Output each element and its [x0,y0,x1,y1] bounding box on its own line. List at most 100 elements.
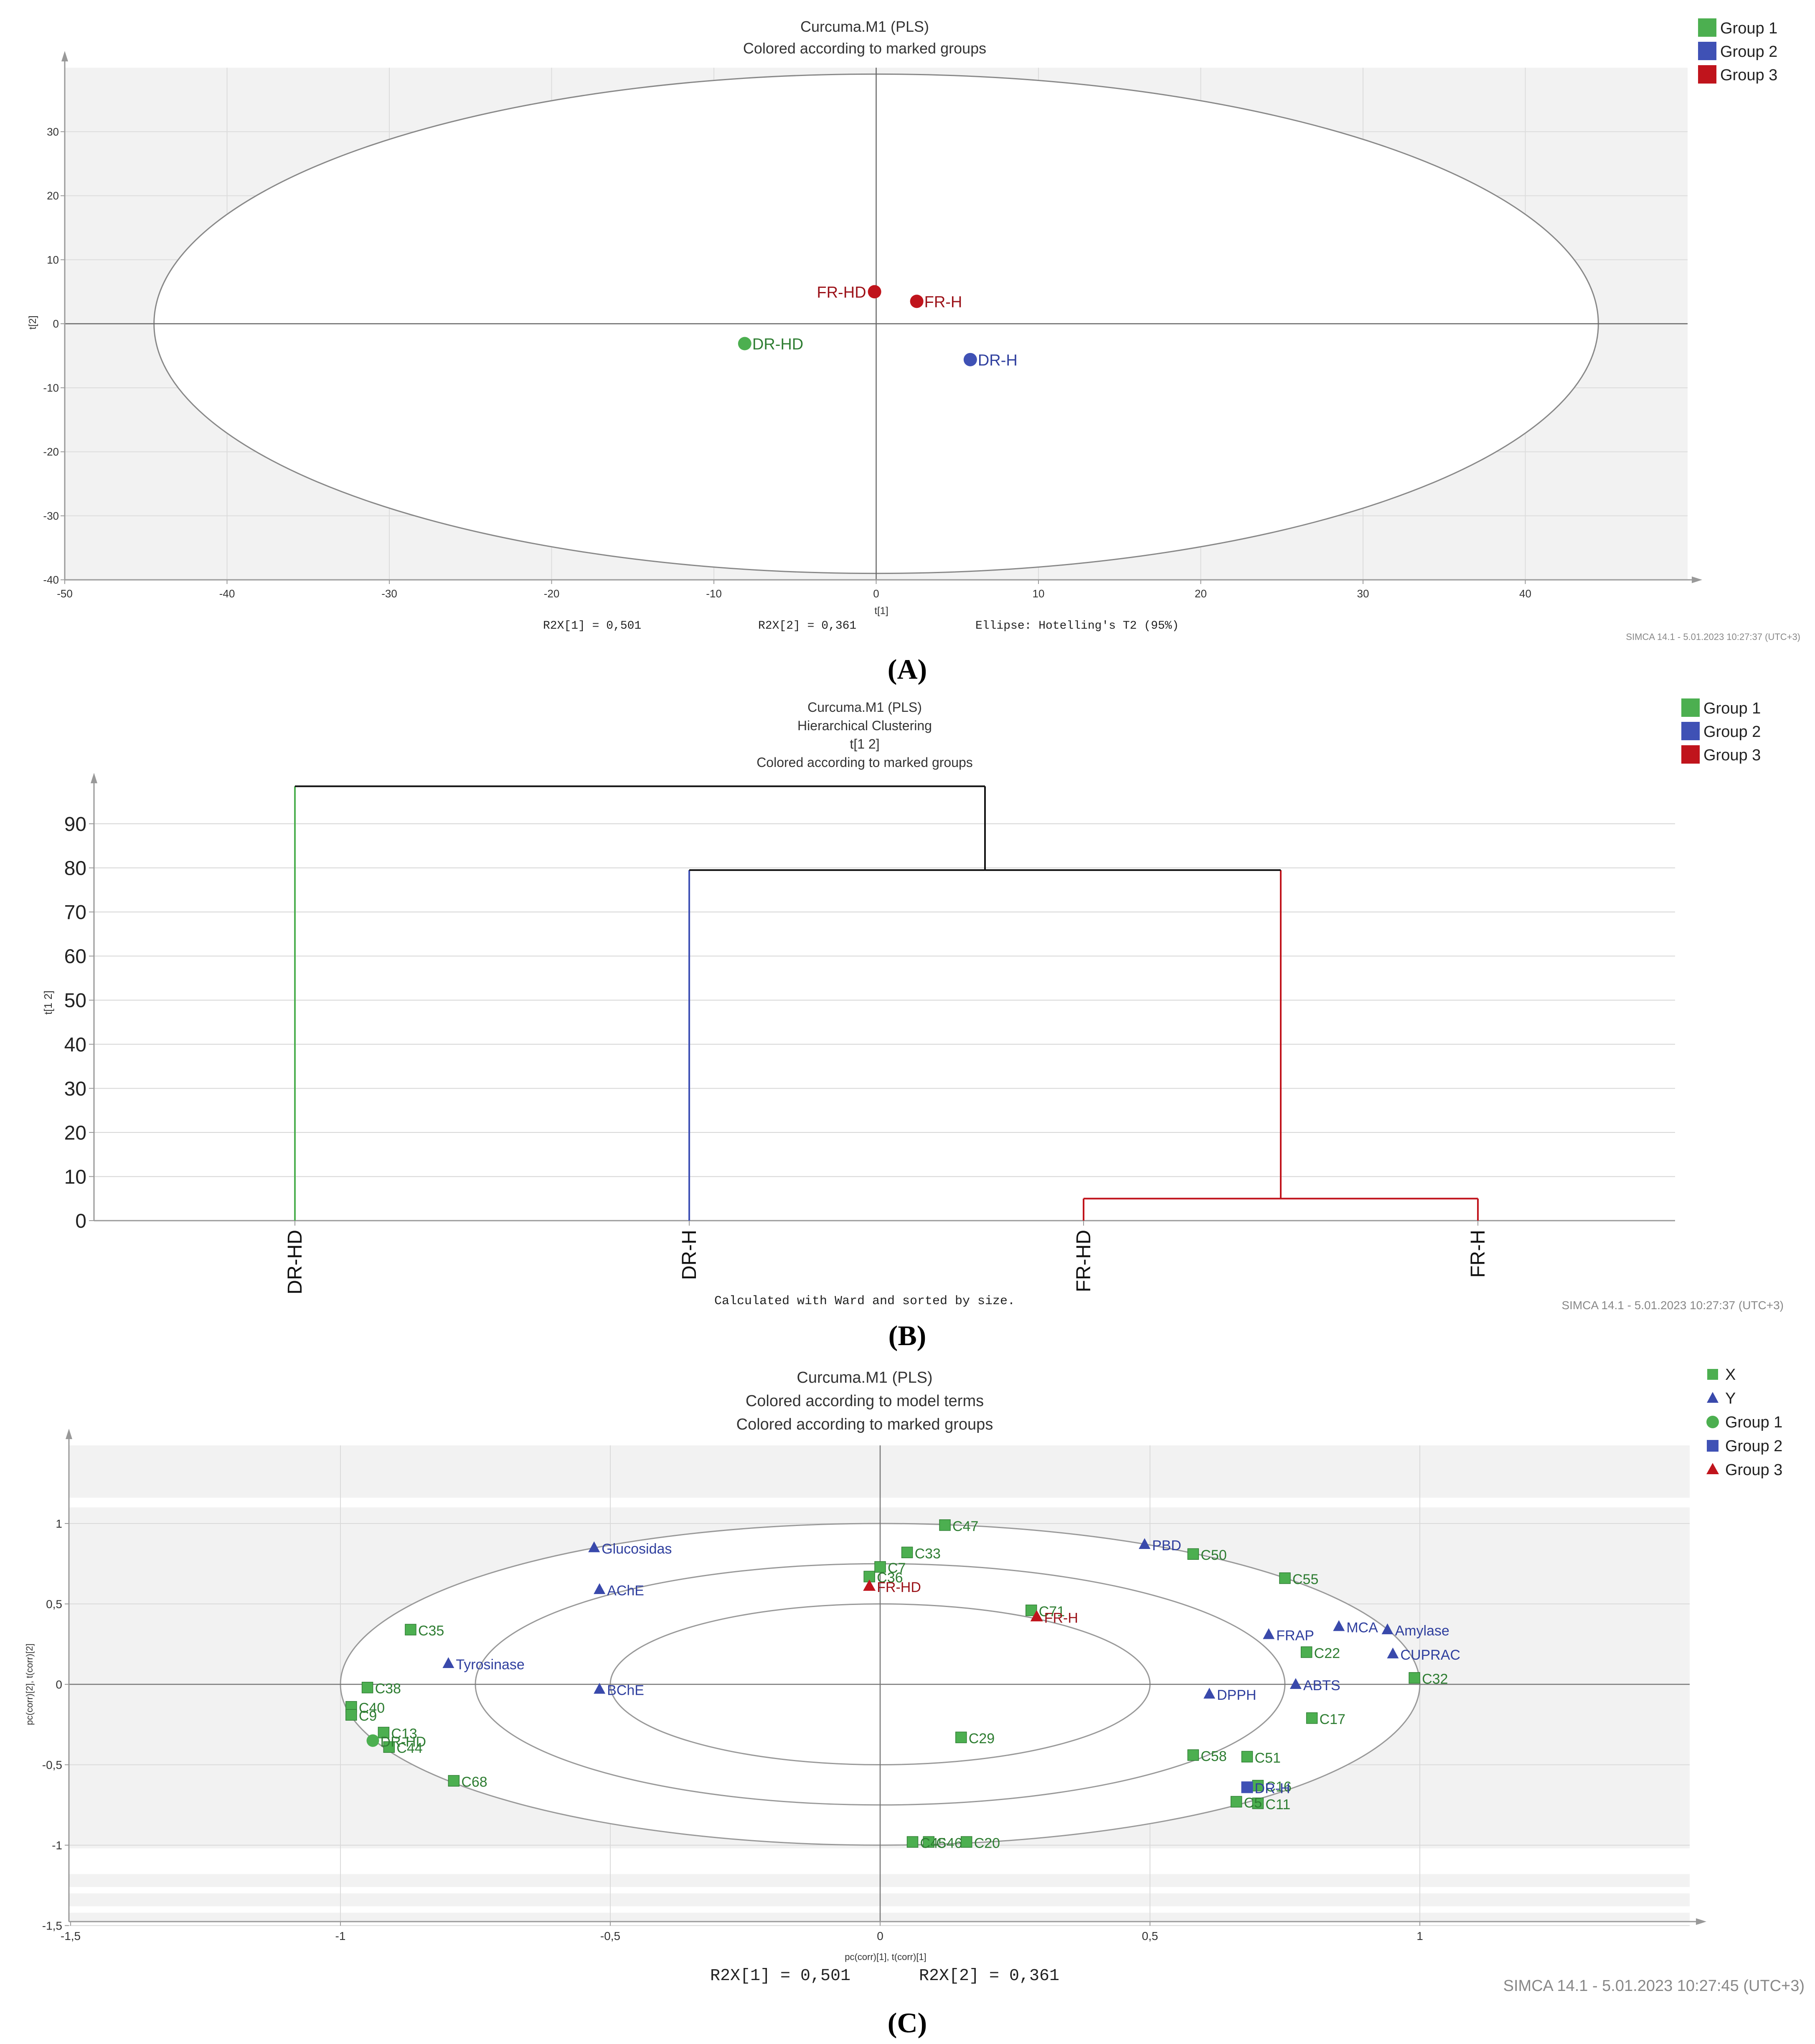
panel-a-x-tick-label: 0 [873,587,879,600]
panel-a-y-tick-label: 30 [47,125,59,138]
panel-a-label: (A) [888,653,927,685]
panel-c-point-label: C22 [1314,1645,1340,1661]
panel-c-group3-marker [863,1579,876,1591]
panel-c-x-variable-marker [448,1775,460,1787]
panel-c-point-label: C50 [1201,1547,1226,1563]
panel-c-x-tick-label: 0,5 [1142,1930,1158,1942]
panel-b-background [94,785,1675,1221]
panel-c-point-label: C9 [359,1708,377,1724]
panel-c-point-label: C40 [359,1700,385,1716]
panel-c-x-variable-marker [1306,1712,1318,1724]
panel-c-legend: XY Group 1 Group 2 Group 3 [1706,1366,1782,1479]
panel-c-point-label: DR-HD [381,1734,426,1750]
panel-b-title: Curcuma.M1 (PLS) [807,700,922,715]
panel-c-y-tick-label: -1 [52,1839,62,1852]
panel-b-subtitle-3: Colored according to marked groups [756,755,973,770]
panel-c-legend-group3-marker [1706,1463,1719,1474]
panel-c-point-label: C35 [418,1623,444,1639]
panel-c-label: (C) [888,2007,927,2039]
panel-b-y-tick-label: 60 [64,946,86,968]
panel-a-x-tick-label: 40 [1519,587,1531,600]
panel-a-subtitle: Colored according to marked groups [743,40,986,57]
panel-c-point-label: C55 [1292,1572,1318,1587]
panel-a-x-tick-label: 20 [1195,587,1207,600]
panel-b-y-tick-label: 80 [64,858,86,880]
panel-c-point-label: CUPRAC [1400,1647,1460,1663]
panel-c-band [69,1498,1690,1508]
panel-a-y-tick-label: -30 [43,510,59,522]
panel-a-legend-label: Group 2 [1720,43,1777,61]
panel-c-legend-x-marker [1707,1369,1718,1380]
panel-c-legend-label: Group 3 [1725,1461,1782,1479]
panel-a-x-tick-label: -30 [381,587,397,600]
panel-a-x-arrow [1692,576,1702,583]
panel-c-point-label: C44 [396,1740,422,1756]
panel-c-x-variable-marker [960,1836,972,1848]
panel-c-y-variable-marker [594,1683,606,1694]
panel-c-subtitle-1: Colored according to model terms [746,1392,984,1410]
panel-c-point-label: C17 [1320,1711,1345,1727]
panel-b-y-tick-label: 0 [75,1210,86,1232]
panel-a-x-tick-label: -20 [544,587,560,600]
panel-c-x-arrow [1696,1918,1706,1925]
panel-c-band [69,1848,1690,1874]
panel-c-point-label: AChE [607,1583,644,1599]
panel-c-y-variable-marker [1290,1678,1302,1689]
panel-c-group3-marker [1030,1610,1043,1622]
panel-b-method-note: Calculated with Ward and sorted by size. [714,1294,1015,1308]
panel-a-y-tick-label: 0 [53,317,59,330]
panel-c-point-label: C7 [888,1560,906,1576]
panel-b-stamp: SIMCA 14.1 - 5.01.2023 10:27:37 (UTC+3) [1561,1299,1784,1312]
panel-a-x-tick-label: -10 [706,587,722,600]
panel-c-x-tick-label: 0 [877,1930,883,1942]
panel-a-r2x2: R2X[2] = 0,361 [758,620,856,632]
panel-b-legend-swatch [1681,698,1700,717]
panel-c-point-label: C29 [969,1731,995,1747]
panel-c-x-tick-label: -1,5 [61,1930,81,1942]
panel-b-subtitle-1: Hierarchical Clustering [797,718,932,733]
panel-c-x-variable-marker [345,1709,357,1721]
panel-c-y-tick-label: -0,5 [42,1759,62,1772]
panel-a-x-axis-label: t[1] [874,605,888,617]
panel-c-legend-label: X [1725,1366,1736,1384]
panel-c-x-variable-marker [1252,1798,1264,1809]
panel-c-y-variable-marker [1387,1647,1399,1658]
panel-b-leaf-label: FR-H [1467,1230,1489,1278]
panel-c-point-label: PBD [1152,1538,1181,1554]
panel-a-x-tick-label: -50 [57,587,73,600]
panel-b-legend-swatch [1681,745,1700,764]
panel-c-band [69,1887,1690,1894]
panel-c-point-label: C20 [974,1835,1000,1851]
panel-c-biplot: Curcuma.M1 (PLS) Colored according to mo… [24,1366,1805,2039]
panel-c-legend-label: Group 2 [1725,1437,1782,1455]
panel-c-x-variable-marker [906,1836,919,1848]
panel-c-x-variable-marker [1252,1780,1264,1792]
panel-b-label: (B) [888,1320,927,1351]
panel-c-point-label: C46 [936,1835,962,1851]
panel-b-legend: Group 1 Group 2 Group 3 [1681,698,1761,764]
panel-c-point-label: Amylase [1395,1623,1449,1639]
panel-c-subtitle-2: Colored according to marked groups [736,1416,993,1433]
panel-c-stamp: SIMCA 14.1 - 5.01.2023 10:27:45 (UTC+3) [1503,1977,1805,1995]
panel-c-y-variable-marker [1139,1538,1151,1549]
panel-c-y-variable-marker [1381,1623,1394,1635]
panel-a-point-label: FR-HD [817,284,866,301]
panel-a-point [963,353,977,366]
panel-c-point-label: ABTS [1303,1678,1340,1694]
panel-b-y-tick-label: 70 [64,901,86,924]
panel-a-legend: Group 1 Group 2 Group 3 [1698,18,1777,84]
panel-a-x-tick-label: 30 [1357,587,1369,600]
panel-a-plot-area: -50 -40 -30 -20 -10 0 10 20 30 40-40-30-20-100102… [43,51,1702,600]
panel-c-legend-y-marker [1707,1392,1719,1403]
panel-c-point-label: C36 [877,1570,903,1586]
panel-c-x-variable-marker [1230,1796,1242,1808]
panel-b-y-tick-label: 30 [64,1078,86,1100]
panel-c-point-label: C16 [1265,1779,1291,1795]
panel-a-title: Curcuma.M1 (PLS) [800,18,929,35]
panel-b-legend-label: Group 2 [1703,723,1761,741]
panel-c-point-label: Glucosidas [602,1541,672,1557]
panel-c-x-variable-marker [1300,1646,1312,1658]
panel-a-x-tick-label: -40 [219,587,235,600]
panel-c-band [69,1906,1690,1913]
panel-c-point-label: C47 [952,1518,978,1534]
